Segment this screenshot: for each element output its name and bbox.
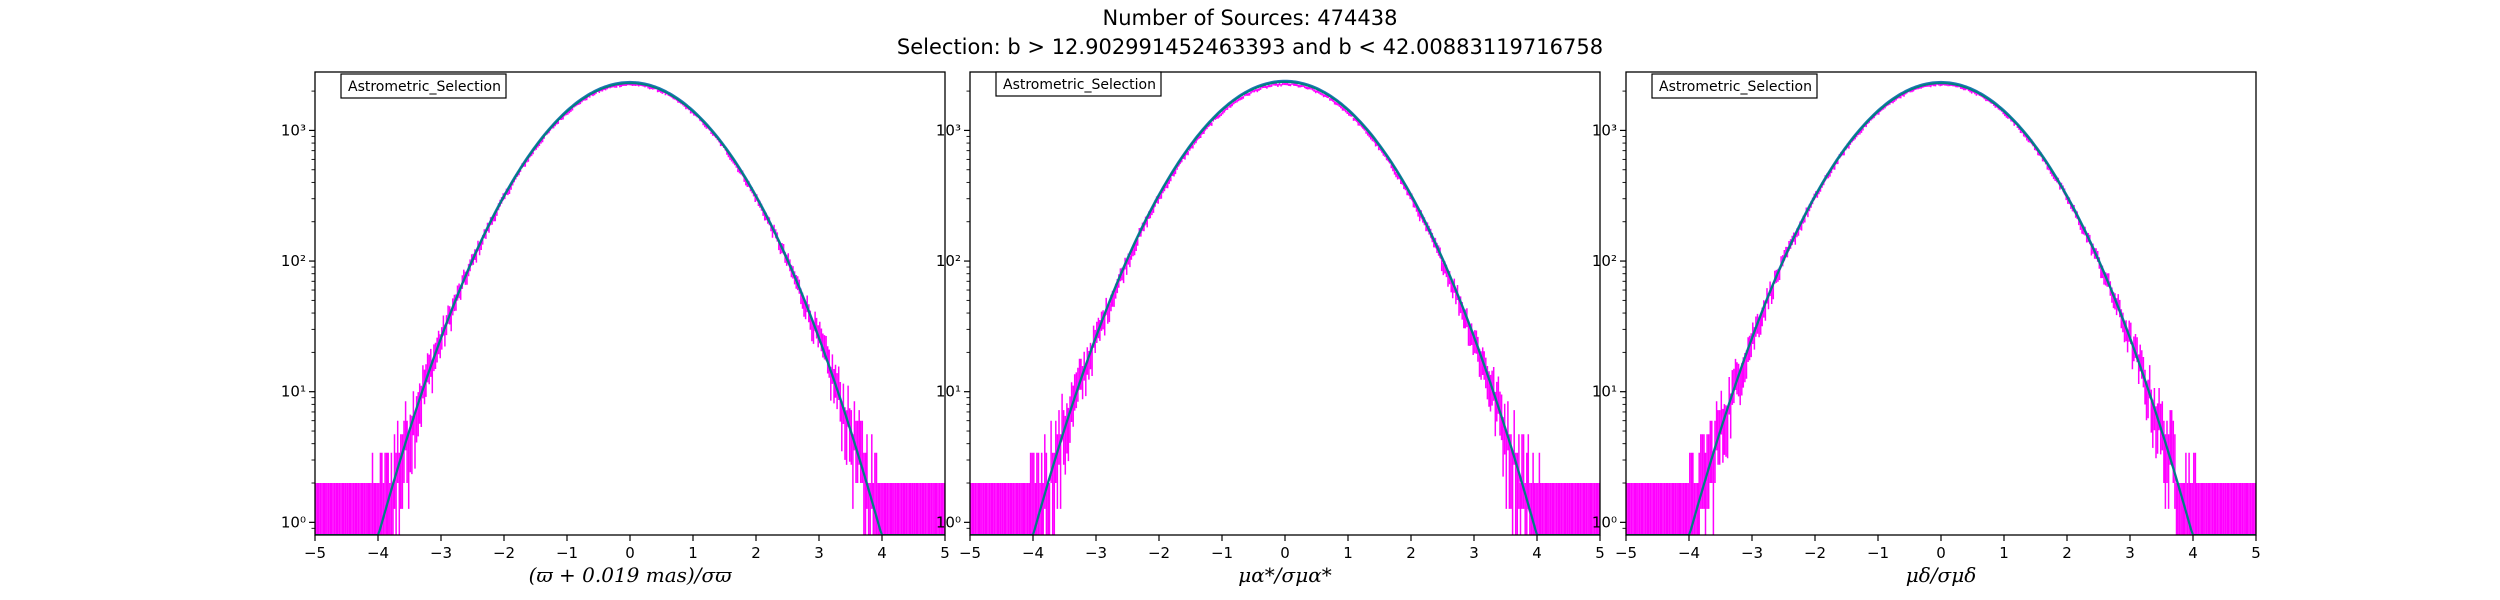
y-tick-label: 10² [1592,252,1617,270]
x-tick-label: 4 [1532,544,1542,562]
x-tick-label: −1 [556,544,578,562]
gaussian-curve [970,79,1600,535]
x-tick-label: −4 [1678,544,1700,562]
x-axis-label: (ϖ + 0.019 mas)/σϖ [529,563,733,587]
histogram-center-line [970,83,1600,535]
x-tick-label: −5 [959,544,981,562]
x-tick-label: 1 [1343,544,1353,562]
x-tick-label: 2 [751,544,761,562]
legend: Astrometric_Selection [1651,73,1818,99]
x-tick-label: 1 [688,544,698,562]
x-tick-label: 4 [2188,544,2198,562]
chart-panel-3: −5 −4 −3 −2 −1 0 1 2 3 4 5 10⁰ 10¹ 10² 10³ μδ/σμδ Astrom… [1592,71,2261,587]
x-tick-label: 2 [1406,544,1416,562]
x-axis-label: μα*/σμα* [1238,563,1331,587]
x-tick-label: −3 [1085,544,1107,562]
legend-box [1651,73,1818,99]
plot-area [970,79,1600,535]
chart-panel-2: −5 −4 −3 −2 −1 0 1 2 3 4 5 10⁰ 10¹ 10² 10³ μα*/σμα* Astr… [936,71,1605,587]
x-tick-label: 3 [814,544,824,562]
legend-box [995,71,1162,97]
x-tick-label: −3 [430,544,452,562]
histogram-errorbars [1626,82,2256,535]
fit-curve [970,80,1600,535]
x-tick-label: −1 [1867,544,1889,562]
x-tick-label: −2 [493,544,515,562]
fit-curve [1626,82,2256,535]
chart-panel-1: −5 −4 −3 −2 −1 0 1 2 3 4 5 10⁰ 10¹ 10² 10³ (ϖ + 0.019 m… [281,71,950,587]
y-tick-label: 10³ [1592,121,1617,139]
fit-curve [315,82,945,535]
x-tick-label: 5 [1595,544,1605,562]
legend-entry: Astrometric_Selection [1659,79,1812,95]
y-tick-label: 10⁰ [1592,513,1617,531]
plot-frame [969,71,1601,536]
x-tick-label: 1 [1999,544,2009,562]
y-tick-label: 10¹ [936,383,961,401]
plot-area [315,80,945,535]
histogram-errorbars [970,82,1600,535]
x-tick-label: −2 [1804,544,1826,562]
gaussian-curve [315,80,945,535]
y-tick-label: 10⁰ [281,513,306,531]
y-tick-label: 10⁰ [936,513,961,531]
histogram-center-line [315,83,945,535]
x-tick-label: 0 [1936,544,1946,562]
legend: Astrometric_Selection [995,71,1162,97]
x-tick-label: 5 [940,544,950,562]
histogram-series [1626,82,2256,535]
histogram-series [970,82,1600,535]
histogram-center-line [1626,83,2256,535]
y-tick-label: 10² [936,252,961,270]
x-tick-label: 0 [625,544,635,562]
x-tick-label: 3 [2125,544,2135,562]
x-tick-label: −4 [1022,544,1044,562]
y-tick-label: 10¹ [1592,383,1617,401]
gaussian-curve [1626,80,2256,535]
figure-title: Number of Sources: 474438 [1102,6,1398,30]
legend-entry: Astrometric_Selection [1003,77,1156,93]
legend: Astrometric_Selection [340,73,507,99]
x-tick-label: −5 [1615,544,1637,562]
x-tick-label: −4 [367,544,389,562]
figure-subtitle: Selection: b > 12.902991452463393 and b … [896,35,1604,59]
plot-area [1626,80,2256,535]
x-axis-label: μδ/σμδ [1906,563,1976,587]
x-tick-label: 3 [1469,544,1479,562]
x-tick-label: −2 [1148,544,1170,562]
histogram-series [315,82,945,535]
x-tick-label: −1 [1211,544,1233,562]
y-tick-label: 10³ [281,121,306,139]
x-tick-label: −5 [304,544,326,562]
y-tick-label: 10³ [936,121,961,139]
y-tick-label: 10² [281,252,306,270]
plot-frame [1625,71,2257,536]
x-tick-label: 5 [2251,544,2261,562]
histogram-errorbars [315,82,945,535]
x-tick-label: 0 [1280,544,1290,562]
y-tick-label: 10¹ [281,383,306,401]
plot-frame [314,71,946,536]
x-tick-label: 2 [2062,544,2072,562]
legend-entry: Astrometric_Selection [348,79,501,95]
x-tick-label: −3 [1741,544,1763,562]
x-tick-label: 4 [877,544,887,562]
legend-box [340,73,507,99]
